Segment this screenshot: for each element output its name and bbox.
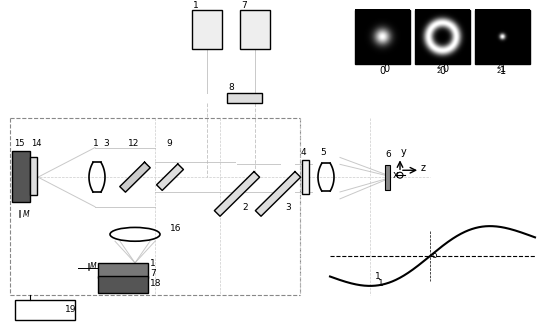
Text: 1: 1 xyxy=(150,259,156,268)
Text: $\mathit{M}$: $\mathit{M}$ xyxy=(89,260,98,271)
Text: o: o xyxy=(432,251,438,260)
Text: 2: 2 xyxy=(437,63,441,69)
Text: 5: 5 xyxy=(320,149,326,158)
Text: 12: 12 xyxy=(128,139,140,148)
Polygon shape xyxy=(156,164,183,190)
Text: 1: 1 xyxy=(375,272,381,281)
Text: 3: 3 xyxy=(103,139,109,148)
Text: 19: 19 xyxy=(65,305,77,314)
Text: 2: 2 xyxy=(437,68,441,74)
Text: 16: 16 xyxy=(170,224,182,233)
Text: 15: 15 xyxy=(14,139,24,148)
Polygon shape xyxy=(120,162,150,192)
Text: y: y xyxy=(401,148,407,158)
Text: 6: 6 xyxy=(385,150,391,160)
Bar xyxy=(385,165,390,190)
Text: 2: 2 xyxy=(496,68,501,74)
Bar xyxy=(30,157,37,195)
Text: z: z xyxy=(421,163,426,173)
Text: $\parallel$: $\parallel$ xyxy=(16,209,22,220)
Bar xyxy=(98,263,148,278)
Bar xyxy=(240,10,270,49)
Text: 1: 1 xyxy=(193,1,199,10)
Text: 2: 2 xyxy=(242,203,247,212)
Text: 0: 0 xyxy=(383,64,389,74)
Text: 1: 1 xyxy=(500,66,506,76)
Text: 4: 4 xyxy=(301,149,307,158)
Text: x: x xyxy=(393,170,399,180)
Text: 14: 14 xyxy=(31,139,42,148)
Text: $\parallel$: $\parallel$ xyxy=(85,261,91,273)
Text: 0: 0 xyxy=(439,66,446,76)
Text: 9: 9 xyxy=(166,139,172,148)
Text: 8: 8 xyxy=(228,84,234,92)
Polygon shape xyxy=(255,172,301,216)
Bar xyxy=(192,10,222,49)
Text: 7: 7 xyxy=(241,1,247,10)
Text: 1: 1 xyxy=(378,279,384,288)
Text: 0: 0 xyxy=(379,66,385,76)
Text: 2: 2 xyxy=(497,63,501,69)
Text: 0: 0 xyxy=(442,64,448,74)
Bar xyxy=(98,276,148,293)
Bar xyxy=(15,300,75,320)
Text: 18: 18 xyxy=(150,279,162,288)
Bar xyxy=(355,10,410,64)
Bar xyxy=(302,161,309,194)
Text: 1: 1 xyxy=(93,139,99,148)
Bar xyxy=(415,10,470,64)
Bar xyxy=(12,150,30,202)
Polygon shape xyxy=(215,172,260,216)
Bar xyxy=(227,93,262,103)
Text: $\mathit{M}$: $\mathit{M}$ xyxy=(22,208,30,219)
Bar xyxy=(475,10,530,64)
Text: 3: 3 xyxy=(285,203,291,212)
Text: 7: 7 xyxy=(150,269,156,278)
Text: 1: 1 xyxy=(500,64,506,74)
